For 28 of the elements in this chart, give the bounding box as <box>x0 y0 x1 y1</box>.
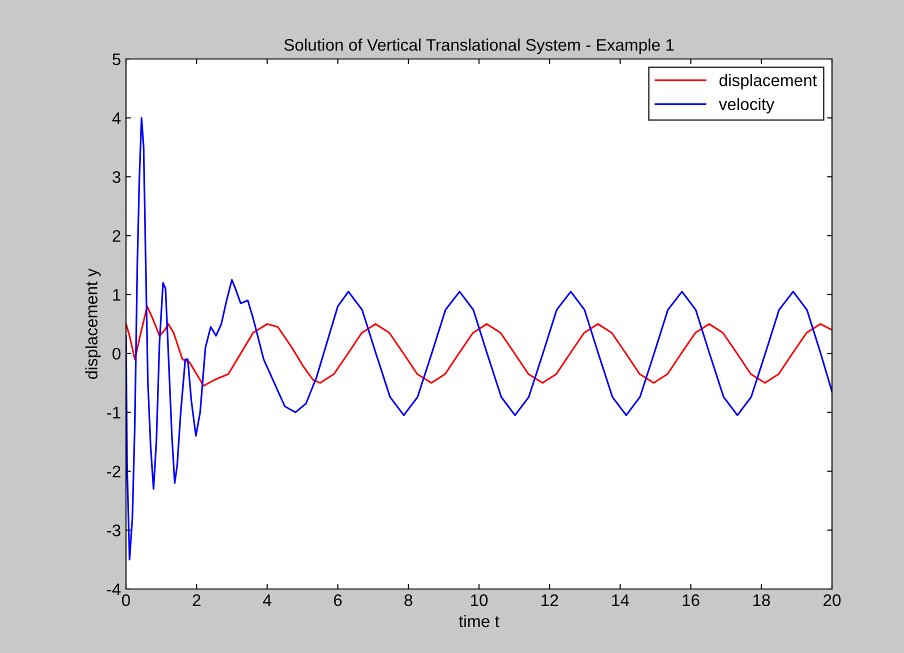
legend-label: displacement <box>720 74 817 90</box>
y-tick-label: -1 <box>107 406 120 418</box>
y-axis-title: displacement y <box>85 268 101 379</box>
x-tick-label: 20 <box>824 594 841 606</box>
legend-label: velocity <box>718 98 774 114</box>
x-tick-label: 4 <box>262 594 272 606</box>
x-tick-label: 6 <box>334 594 342 606</box>
x-tick-label: 0 <box>122 594 130 606</box>
x-tick-label: 2 <box>192 594 200 606</box>
y-tick-label: 4 <box>112 112 121 124</box>
x-tick-label: 16 <box>682 594 700 606</box>
y-tick-label: -2 <box>107 466 120 478</box>
x-tick-label: 18 <box>753 594 770 606</box>
y-tick-label: -4 <box>107 584 121 596</box>
line-series <box>126 117 832 560</box>
x-axis-title: time t <box>458 614 500 628</box>
x-tick-label: 8 <box>404 594 412 606</box>
y-tick-label: -3 <box>107 524 120 536</box>
x-tick-label: 14 <box>612 594 629 606</box>
x-tick-label: 12 <box>542 594 558 606</box>
y-tick-label: 1 <box>113 289 120 301</box>
y-tick-label: 3 <box>112 171 120 183</box>
y-tick-label: 0 <box>112 348 120 360</box>
y-tick-label: 5 <box>112 54 120 66</box>
x-tick-label: 10 <box>471 594 488 606</box>
y-tick-label: 2 <box>112 230 120 242</box>
chart-title: Solution of Vertical Translational System - Example 1 <box>284 38 674 54</box>
line-series <box>126 306 832 387</box>
